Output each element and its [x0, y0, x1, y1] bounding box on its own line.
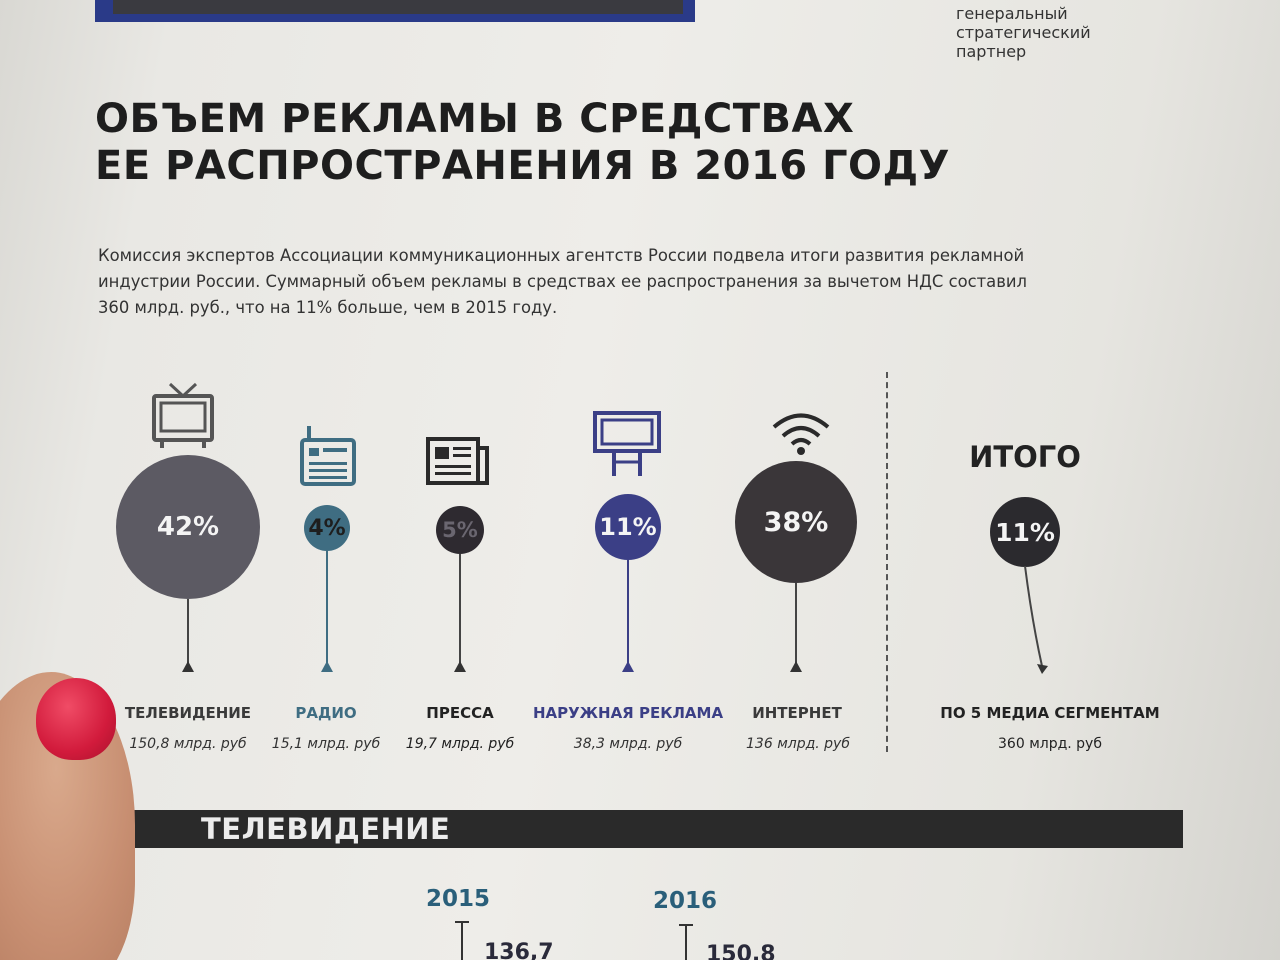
tv-icon	[152, 382, 214, 448]
year-2016: 2016	[653, 888, 718, 914]
headline-line-1: ОБЪЕМ РЕКЛАМЫ В СРЕДСТВАХ	[95, 96, 855, 142]
billboard-icon	[593, 411, 661, 476]
lead-line-1: Комиссия экспертов Ассоциации коммуникац…	[98, 246, 1025, 265]
stem-total	[1024, 566, 1048, 674]
year-stem-2015	[461, 921, 463, 960]
tv-section-title: ТЕЛЕВИДЕНИЕ	[201, 812, 451, 846]
percent-value-total: 11%	[995, 517, 1055, 547]
tip-outdoor	[622, 661, 634, 672]
percent-circle-total: 11%	[990, 497, 1060, 567]
lead-paragraph: Комиссия экспертов Ассоциации коммуникац…	[98, 243, 1128, 321]
tip-tv	[182, 661, 194, 672]
tip-internet	[790, 661, 802, 672]
segment-label-tv: ТЕЛЕВИДЕНИЕ	[124, 704, 252, 722]
wifi-icon	[772, 413, 830, 455]
tip-press	[454, 661, 466, 672]
percent-circle-radio: 4%	[304, 505, 350, 551]
sponsor-line-1: генеральный	[956, 4, 1068, 23]
sponsor-line-3: партнер	[956, 42, 1027, 61]
segment-amount-radio: 15,1 млрд. руб	[271, 736, 381, 752]
segment-label-press: ПРЕССА	[426, 704, 494, 722]
percent-value-tv: 42%	[156, 512, 220, 542]
segment-amount-tv: 150,8 млрд. руб	[129, 736, 247, 752]
sponsor-line-2: стратегический	[956, 23, 1091, 42]
tip-radio	[321, 661, 333, 672]
year-value-2016: 150,8	[706, 942, 776, 960]
percent-circle-outdoor: 11%	[595, 494, 661, 560]
headline: ОБЪЕМ РЕКЛАМЫ В СРЕДСТВАХ ЕЕ РАСПРОСТРАН…	[95, 96, 995, 190]
segment-label-internet: ИНТЕРНЕТ	[752, 704, 842, 722]
segment-label-outdoor: НАРУЖНАЯ РЕКЛАМА	[532, 704, 724, 722]
radio-icon	[300, 426, 356, 486]
segment-amount-press: 19,7 млрд. руб	[405, 736, 515, 752]
percent-circle-tv: 42%	[116, 455, 260, 599]
total-label: ПО 5 МЕДИА СЕГМЕНТАМ	[940, 704, 1160, 722]
stem-tv	[187, 599, 189, 669]
total-divider	[886, 372, 888, 752]
sponsor-caption: генеральный стратегический партнер	[956, 4, 1126, 61]
percent-value-press: 5%	[442, 518, 478, 542]
total-amount: 360 млрд. руб	[998, 736, 1102, 752]
lead-line-2: индустрии России. Суммарный объем реклам…	[98, 272, 1027, 291]
percent-value-radio: 4%	[308, 515, 346, 541]
fingernail	[36, 678, 116, 760]
lead-line-3: 360 млрд. руб., что на 11% больше, чем в…	[98, 298, 558, 317]
segment-label-radio: РАДИО	[295, 704, 357, 722]
newspaper-icon	[426, 437, 489, 485]
percent-circle-press: 5%	[436, 506, 484, 554]
segment-amount-internet: 136 млрд. руб	[746, 736, 850, 752]
stem-radio	[326, 551, 328, 669]
stem-internet	[795, 583, 797, 669]
year-value-2015: 136,7	[484, 940, 554, 960]
stem-outdoor	[627, 560, 629, 669]
segment-amount-outdoor: 38,3 млрд. руб	[573, 736, 683, 752]
tv-section-header: ТЕЛЕВИДЕНИЕ	[123, 810, 1183, 848]
percent-value-internet: 38%	[763, 506, 829, 538]
headline-line-2: ЕЕ РАСПРОСТРАНЕНИЯ В 2016 ГОДУ	[95, 143, 951, 189]
percent-value-outdoor: 11%	[599, 513, 657, 541]
stem-press	[459, 554, 461, 669]
total-title: ИТОГО	[969, 440, 1081, 474]
top-banner-strip	[95, 0, 695, 22]
year-stem-2016	[685, 924, 687, 960]
percent-circle-internet: 38%	[735, 461, 857, 583]
year-2015: 2015	[426, 886, 491, 912]
